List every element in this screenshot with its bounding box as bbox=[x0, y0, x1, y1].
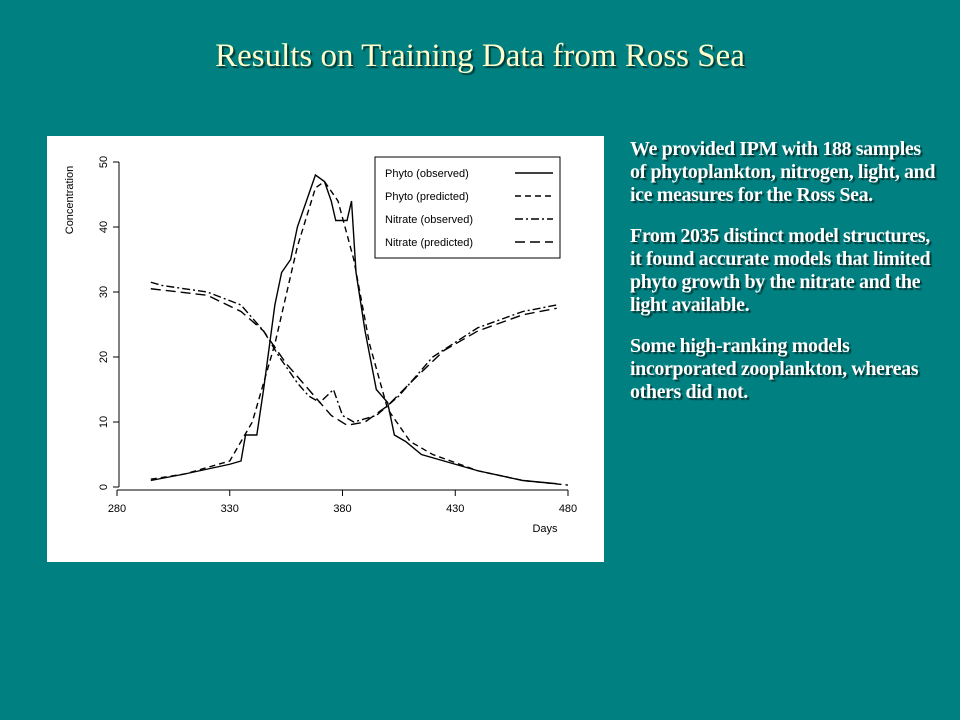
body-text: We provided IPM with 188 samples of phyt… bbox=[630, 138, 940, 422]
x-tick-label: 480 bbox=[559, 503, 577, 515]
legend-label: Phyto (observed) bbox=[385, 168, 469, 180]
x-tick-label: 430 bbox=[446, 503, 464, 515]
y-tick-label: 40 bbox=[98, 221, 110, 233]
x-tick-label: 280 bbox=[108, 503, 126, 515]
legend-label: Nitrate (observed) bbox=[385, 214, 473, 226]
line-series bbox=[150, 173, 557, 485]
line-series bbox=[150, 281, 557, 423]
x-axis-label: Days bbox=[532, 523, 558, 535]
x-tick-label: 380 bbox=[333, 503, 351, 515]
slide-title: Results on Training Data from Ross Sea bbox=[215, 38, 745, 74]
paragraph: From 2035 distinct model structures, it … bbox=[630, 225, 931, 316]
legend-label: Phyto (predicted) bbox=[385, 191, 469, 203]
y-axis-label: Concentration bbox=[64, 166, 76, 235]
y-tick-label: 30 bbox=[98, 286, 110, 298]
paragraph: We provided IPM with 188 samples of phyt… bbox=[630, 138, 936, 206]
legend-box bbox=[374, 156, 561, 259]
y-tick-label: 0 bbox=[98, 484, 110, 490]
line-series bbox=[150, 180, 569, 486]
legend-label: Nitrate (predicted) bbox=[385, 237, 473, 249]
paragraph: Some high-ranking models incorporated zo… bbox=[630, 335, 919, 403]
y-tick-label: 50 bbox=[98, 156, 110, 168]
y-tick-label: 10 bbox=[98, 416, 110, 428]
y-tick-label: 20 bbox=[98, 351, 110, 363]
x-tick-label: 330 bbox=[221, 503, 239, 515]
line-series bbox=[150, 288, 557, 426]
chart: Concentration Days 0 10 20 30 40 50 280 330 380 4… bbox=[47, 136, 604, 562]
